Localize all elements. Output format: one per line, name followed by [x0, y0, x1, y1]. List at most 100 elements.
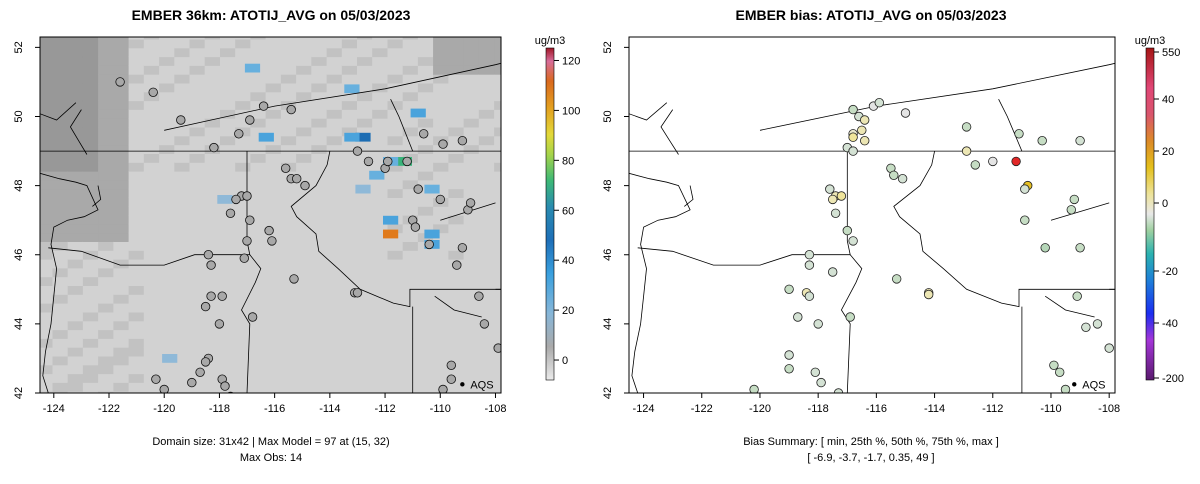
grid-cell: [174, 232, 191, 242]
grid-cell: [98, 188, 114, 198]
grid-cell: [296, 338, 312, 348]
left-aqs-label: AQS: [470, 379, 493, 391]
grid-cell: [296, 373, 312, 383]
grid-cell: [402, 338, 419, 348]
grid-cell: [448, 74, 465, 84]
grid-cell: [357, 38, 373, 49]
x-tick-label: -112: [982, 403, 1003, 415]
grid-cell: [174, 303, 191, 313]
grid-cell: [143, 109, 160, 119]
grid-cell: [250, 311, 267, 322]
grid-cell: [113, 338, 130, 348]
grid-cell: [280, 47, 297, 58]
grid-cell: [189, 276, 206, 286]
grid-cell: [494, 118, 501, 128]
left-chart-title: EMBER 36km: ATOTIJ_AVG on 05/03/2023: [132, 7, 411, 23]
grid-cell: [311, 250, 328, 260]
grid-cell: [143, 285, 160, 295]
grid-cell: [372, 144, 388, 154]
grid-cell: [448, 391, 465, 393]
grid-cell: [341, 311, 358, 322]
grid-cell: [372, 65, 388, 75]
grid-cell: [40, 232, 53, 242]
grid-cell: [448, 232, 465, 242]
grid-cell: [189, 37, 206, 40]
grid-cell: [189, 391, 206, 393]
grid-cell: [128, 391, 145, 393]
grid-cell: [387, 294, 404, 304]
left-plot-frame: [39, 36, 502, 394]
grid-cell: [387, 144, 404, 154]
bias-point: [1060, 384, 1071, 393]
grid-cell: [189, 267, 206, 278]
grid-cell: [189, 171, 206, 181]
grid-cell: [372, 364, 388, 375]
grid-cell: [341, 37, 358, 40]
bias-point: [793, 312, 803, 322]
grid-cell: [159, 65, 175, 75]
grid-cell: [494, 267, 501, 278]
grid-cell: [189, 373, 206, 383]
grid-cell: [478, 347, 495, 357]
grid-cell: [67, 373, 84, 383]
grid-cell: [463, 250, 480, 260]
y-tick-label: 48: [13, 179, 25, 191]
bias-point: [1049, 360, 1059, 371]
grid-cell: [143, 126, 160, 137]
highlight-cell: [383, 229, 399, 239]
grid-cell: [341, 259, 358, 269]
grid-cell: [433, 311, 449, 322]
grid-cell: [204, 37, 221, 40]
grid-cell: [250, 232, 267, 242]
bias-point: [845, 312, 855, 322]
grid-cell: [204, 382, 221, 392]
grid-cell: [220, 144, 236, 154]
grid-cell: [67, 250, 84, 260]
grid-cell: [494, 188, 501, 198]
grid-cell: [40, 267, 53, 278]
grid-cell: [357, 355, 373, 366]
grid-cell: [341, 215, 358, 225]
grid-cell: [128, 320, 145, 331]
grid-cell: [494, 329, 501, 339]
grid-cell: [143, 215, 160, 225]
grid-cell: [204, 223, 221, 234]
grid-cell: [463, 232, 480, 242]
grid-cell: [296, 267, 312, 278]
grid-cell: [98, 250, 114, 260]
grid-cell: [40, 37, 53, 40]
grid-cell: [417, 162, 434, 172]
grid-cell: [494, 171, 501, 181]
grid-cell: [265, 382, 282, 392]
grid-cell: [448, 206, 465, 216]
grid-cell: [402, 118, 419, 128]
grid-cell: [296, 126, 312, 137]
left-colorbar-ticks: 0 20 40 60 80 100 120: [554, 55, 580, 367]
grid-cell: [174, 153, 191, 163]
grid-cell: [67, 223, 84, 234]
grid-cell: [250, 126, 267, 137]
grid-cell: [52, 338, 69, 348]
grid-cell: [387, 188, 404, 198]
site-marker: [281, 163, 291, 174]
grid-cell: [387, 373, 404, 383]
grid-cell: [128, 329, 145, 339]
boundary-line: [998, 99, 1023, 152]
grid-cell: [67, 285, 84, 295]
grid-cell: [463, 109, 480, 119]
x-tick-label: -110: [430, 403, 451, 415]
grid-cell: [204, 126, 221, 137]
grid-cell: [341, 56, 358, 66]
bias-point: [810, 367, 821, 378]
grid-cell: [296, 109, 312, 119]
grid-cell: [494, 206, 501, 216]
grid-cell: [433, 285, 449, 295]
grid-cell: [113, 179, 130, 190]
grid-cell: [189, 215, 206, 225]
grid-cell: [174, 37, 191, 40]
grid-cell: [433, 232, 449, 242]
grid-cell: [433, 91, 449, 102]
y-tick-label: 52: [13, 41, 25, 53]
grid-cell: [98, 144, 114, 154]
grid-cell: [40, 338, 53, 348]
